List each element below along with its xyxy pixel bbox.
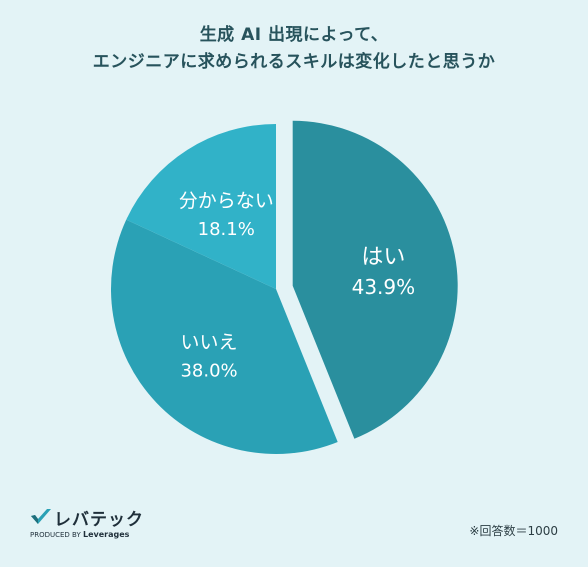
logo-subtext: PRODUCED BY Leverages [30,530,129,539]
slice-value-1: 43.9% [352,275,416,299]
chart-title-line2: エンジニアに求められるスキルは変化したと思うか [92,52,496,72]
respondent-count-note: ※回答数＝1000 [469,524,558,538]
logo-sub-prefix: PRODUCED BY [30,531,81,539]
leverages-logo: レバテック PRODUCED BY Leverages [30,505,150,545]
slice-label-1: はい [361,245,405,270]
pie-slice-3 [126,124,276,289]
pie-slice-1 [292,120,458,439]
logo-text: レバテック [54,510,144,530]
pie-slice-2 [111,219,338,454]
slice-label-2: いいえ [181,332,238,354]
slice-value-3: 18.1% [198,219,255,240]
chart-title: 生成 AI 出現によって、 エンジニアに求められるスキルは変化したと思うか [0,22,588,76]
checkmark-logo-icon [31,509,51,524]
chart-title-line1: 生成 AI 出現によって、 [199,25,389,45]
pie-chart: はい 43.9% いいえ 38.0% 分からない 18.1% [111,120,458,454]
slice-value-2: 38.0% [180,361,237,382]
slice-label-3: 分からない [179,190,274,212]
logo-sub-brand: Leverages [82,530,130,539]
